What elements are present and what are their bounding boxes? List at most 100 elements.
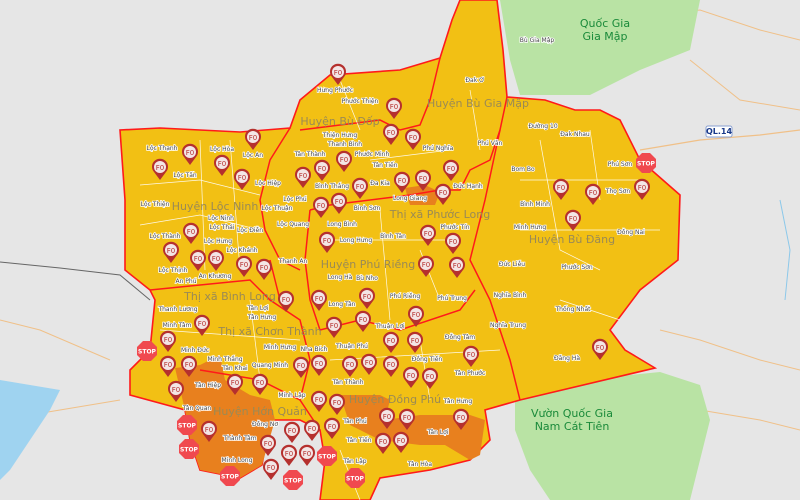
- stop-lockdown-marker[interactable]: STOP: [317, 446, 337, 466]
- very-high-risk-zone[interactable]: [405, 185, 440, 205]
- commune-label: Thanh Bình: [327, 141, 362, 148]
- f0-case-marker[interactable]: F0: [252, 373, 268, 395]
- commune-label: Lộc Khánh: [226, 247, 257, 254]
- f0-case-marker[interactable]: F0: [399, 408, 415, 430]
- stop-lockdown-marker[interactable]: STOP: [137, 341, 157, 361]
- f0-case-marker[interactable]: F0: [326, 316, 342, 338]
- very-high-risk-zone[interactable]: [340, 395, 485, 460]
- f0-case-marker[interactable]: F0: [201, 420, 217, 442]
- f0-case-marker[interactable]: F0: [393, 431, 409, 453]
- f0-case-marker[interactable]: F0: [585, 183, 601, 205]
- commune-label: Lộc Hưng: [204, 238, 232, 245]
- f0-case-marker[interactable]: F0: [415, 169, 431, 191]
- f0-case-marker[interactable]: F0: [329, 393, 345, 415]
- f0-case-marker[interactable]: F0: [408, 305, 424, 327]
- stop-lockdown-marker[interactable]: STOP: [220, 466, 240, 486]
- f0-case-marker[interactable]: F0: [453, 408, 469, 430]
- f0-case-marker[interactable]: F0: [314, 159, 330, 181]
- f0-case-marker[interactable]: F0: [281, 444, 297, 466]
- f0-case-marker[interactable]: F0: [445, 232, 461, 254]
- f0-case-marker[interactable]: F0: [214, 154, 230, 176]
- f0-case-marker[interactable]: F0: [336, 150, 352, 172]
- f0-case-marker[interactable]: F0: [355, 310, 371, 332]
- f0-case-marker[interactable]: F0: [383, 355, 399, 377]
- f0-case-marker[interactable]: F0: [361, 353, 377, 375]
- f0-case-marker[interactable]: F0: [295, 166, 311, 188]
- f0-case-marker[interactable]: F0: [160, 330, 176, 352]
- f0-case-marker[interactable]: F0: [403, 366, 419, 388]
- f0-case-marker[interactable]: F0: [422, 367, 438, 389]
- f0-case-marker[interactable]: F0: [208, 249, 224, 271]
- f0-case-marker[interactable]: F0: [183, 222, 199, 244]
- f0-case-marker[interactable]: F0: [190, 249, 206, 271]
- f0-case-marker[interactable]: F0: [331, 192, 347, 214]
- f0-case-marker[interactable]: F0: [293, 356, 309, 378]
- stop-lockdown-marker[interactable]: STOP: [345, 468, 365, 488]
- f0-case-marker[interactable]: F0: [359, 287, 375, 309]
- f0-case-marker[interactable]: F0: [463, 345, 479, 367]
- very-high-risk-zone[interactable]: [175, 355, 275, 478]
- f0-case-marker[interactable]: F0: [420, 224, 436, 246]
- f0-case-marker[interactable]: F0: [234, 168, 250, 190]
- f0-case-marker[interactable]: F0: [565, 209, 581, 231]
- f0-case-marker[interactable]: F0: [443, 159, 459, 181]
- f0-case-marker[interactable]: F0: [330, 63, 346, 85]
- f0-case-marker[interactable]: F0: [352, 177, 368, 199]
- pin-face: [417, 172, 429, 184]
- pin-face: [388, 100, 400, 112]
- f0-case-marker[interactable]: F0: [394, 171, 410, 193]
- stop-lockdown-marker[interactable]: STOP: [636, 153, 656, 173]
- f0-case-marker[interactable]: F0: [375, 432, 391, 454]
- f0-case-marker[interactable]: F0: [379, 407, 395, 429]
- f0-case-marker[interactable]: F0: [256, 258, 272, 280]
- pin-face: [262, 437, 274, 449]
- f0-case-marker[interactable]: F0: [592, 338, 608, 360]
- f0-case-marker[interactable]: F0: [319, 231, 335, 253]
- f0-case-marker[interactable]: F0: [284, 421, 300, 443]
- f0-case-marker[interactable]: F0: [449, 256, 465, 278]
- pin-face: [313, 292, 325, 304]
- f0-case-marker[interactable]: F0: [407, 331, 423, 353]
- f0-case-marker[interactable]: F0: [386, 97, 402, 119]
- f0-case-marker[interactable]: F0: [418, 255, 434, 277]
- f0-case-marker[interactable]: F0: [245, 128, 261, 150]
- commune-label: Tân Tiến: [346, 437, 372, 444]
- f0-case-marker[interactable]: F0: [311, 354, 327, 376]
- stop-lockdown-marker[interactable]: STOP: [179, 439, 199, 459]
- f0-case-marker[interactable]: F0: [181, 355, 197, 377]
- stop-label: STOP: [180, 447, 199, 454]
- f0-case-marker[interactable]: F0: [160, 355, 176, 377]
- f0-case-marker[interactable]: F0: [152, 158, 168, 180]
- pin-face: [445, 162, 457, 174]
- f0-case-marker[interactable]: F0: [553, 178, 569, 200]
- f0-label: F0: [185, 361, 193, 369]
- stop-lockdown-marker[interactable]: STOP: [283, 470, 303, 490]
- f0-case-marker[interactable]: F0: [163, 241, 179, 263]
- f0-case-marker[interactable]: F0: [311, 289, 327, 311]
- f0-case-marker[interactable]: F0: [304, 419, 320, 441]
- f0-case-marker[interactable]: F0: [168, 380, 184, 402]
- f0-case-marker[interactable]: F0: [383, 123, 399, 145]
- f0-case-marker[interactable]: F0: [260, 434, 276, 456]
- f0-case-marker[interactable]: F0: [634, 178, 650, 200]
- f0-label: F0: [334, 69, 342, 77]
- f0-case-marker[interactable]: F0: [313, 196, 329, 218]
- f0-case-marker[interactable]: F0: [236, 255, 252, 277]
- commune-label: Phú Nghĩa: [423, 145, 454, 152]
- f0-case-marker[interactable]: F0: [324, 417, 340, 439]
- f0-case-marker[interactable]: F0: [194, 314, 210, 336]
- f0-case-marker[interactable]: F0: [342, 355, 358, 377]
- stop-lockdown-marker[interactable]: STOP: [177, 415, 197, 435]
- f0-case-marker[interactable]: F0: [299, 444, 315, 466]
- f0-case-marker[interactable]: F0: [311, 390, 327, 412]
- f0-case-marker[interactable]: F0: [405, 128, 421, 150]
- f0-case-marker[interactable]: F0: [263, 458, 279, 480]
- pin-face: [385, 358, 397, 370]
- f0-case-marker[interactable]: F0: [435, 183, 451, 205]
- f0-case-marker[interactable]: F0: [278, 290, 294, 312]
- f0-case-marker[interactable]: F0: [182, 143, 198, 165]
- f0-case-marker[interactable]: F0: [383, 331, 399, 353]
- f0-case-marker[interactable]: F0: [227, 373, 243, 395]
- f0-label: F0: [363, 293, 371, 301]
